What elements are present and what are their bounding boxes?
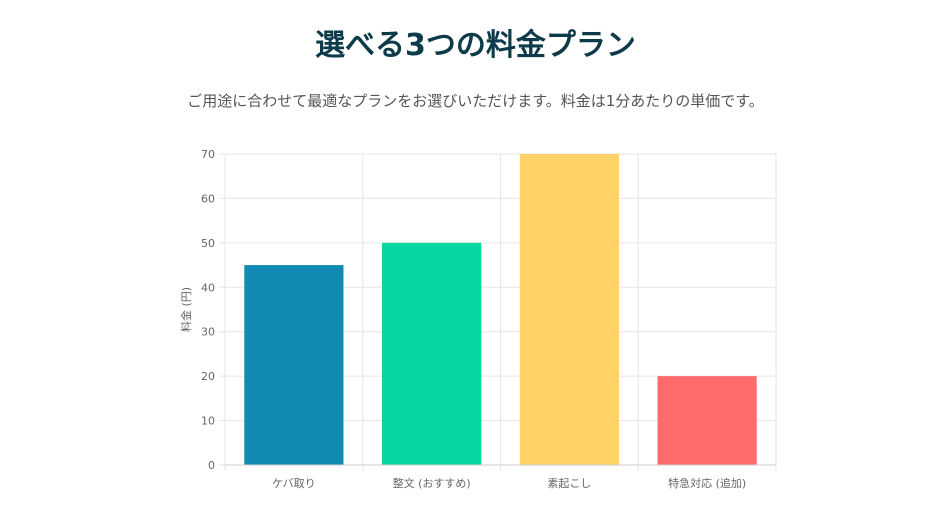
y-tick-label: 40 (201, 281, 215, 294)
y-axis-title: 料金 (円) (179, 287, 193, 332)
page-subtitle: ご用途に合わせて最適なプランをお選びいただけます。料金は1分あたりの単価です。 (187, 92, 764, 110)
y-tick-label: 70 (201, 148, 215, 161)
y-tick-label: 0 (208, 459, 215, 472)
x-tick-label: ケバ取り (272, 477, 316, 490)
y-tick-label: 50 (201, 237, 215, 250)
y-tick-label: 20 (201, 370, 215, 383)
bar[interactable] (519, 154, 619, 465)
bar[interactable] (244, 265, 344, 465)
y-tick-label: 30 (201, 326, 215, 339)
x-tick-label: 整文 (おすすめ) (393, 476, 471, 490)
chart-bars (244, 154, 757, 465)
x-tick-label: 特急対応 (追加) (668, 476, 746, 490)
y-tick-label: 10 (201, 415, 215, 428)
page-title: 選べる3つの料金プラン (315, 28, 636, 63)
chart-axes: 0 10 20 30 40 50 60 70 ケバ取り 整文 (おすすめ) 素起こし 特急対応 (追加… (201, 148, 776, 490)
bar[interactable] (382, 242, 482, 465)
x-tick-label: 素起こし (547, 477, 591, 490)
bar[interactable] (657, 376, 757, 465)
y-tick-label: 60 (201, 192, 215, 205)
